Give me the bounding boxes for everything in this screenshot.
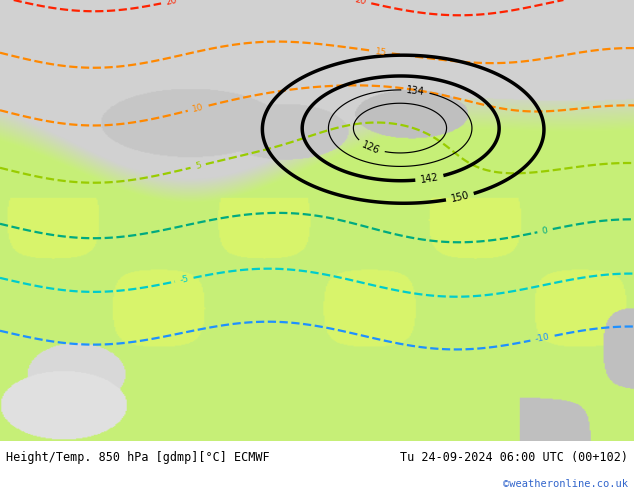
- Text: 134: 134: [406, 85, 425, 97]
- Text: 20: 20: [165, 0, 178, 7]
- Text: 0: 0: [541, 226, 549, 236]
- Text: 126: 126: [361, 139, 382, 156]
- Text: 5: 5: [195, 161, 202, 171]
- Text: -5: -5: [179, 274, 190, 285]
- Text: 142: 142: [420, 172, 439, 185]
- Text: Tu 24-09-2024 06:00 UTC (00+102): Tu 24-09-2024 06:00 UTC (00+102): [399, 451, 628, 464]
- Text: 20: 20: [354, 0, 367, 6]
- Text: 15: 15: [375, 47, 387, 57]
- Text: 150: 150: [450, 190, 470, 204]
- Text: -10: -10: [534, 332, 551, 344]
- Text: 10: 10: [191, 102, 205, 114]
- Text: Height/Temp. 850 hPa [gdmp][°C] ECMWF: Height/Temp. 850 hPa [gdmp][°C] ECMWF: [6, 451, 270, 464]
- Text: ©weatheronline.co.uk: ©weatheronline.co.uk: [503, 479, 628, 489]
